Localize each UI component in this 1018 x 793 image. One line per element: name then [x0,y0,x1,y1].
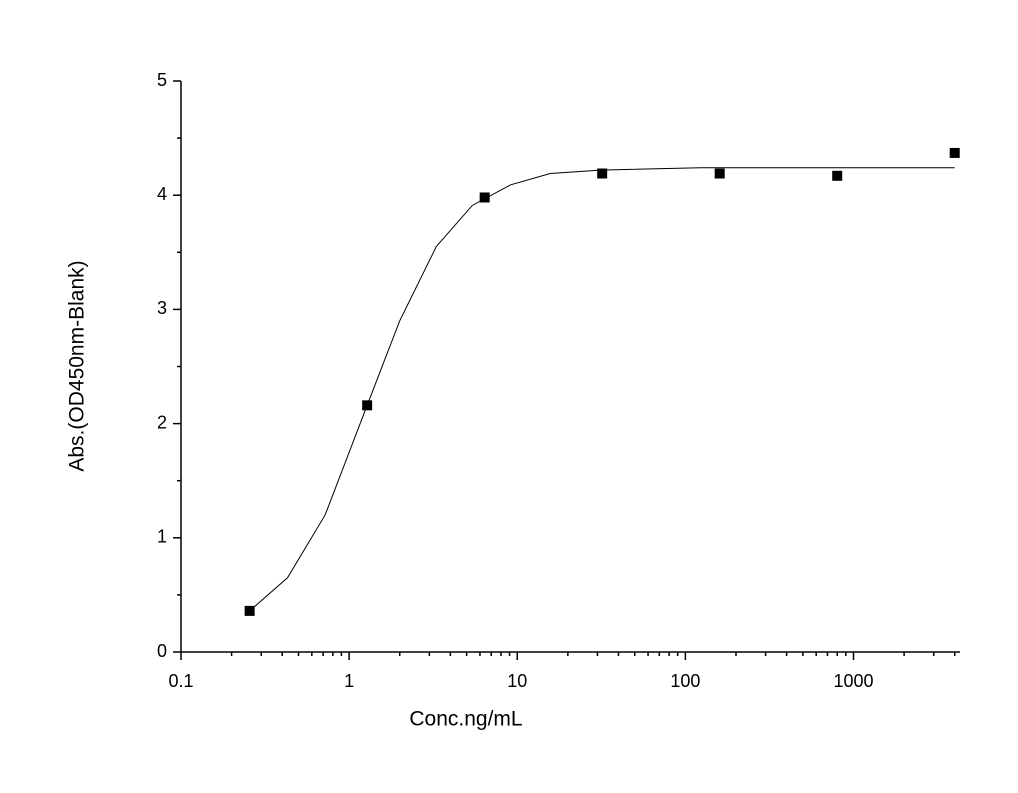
y-tick-label: 4 [157,184,167,204]
data-point [362,400,373,411]
data-point [597,168,608,179]
data-point [714,168,725,179]
x-axis-label: Conc.ng/mL [409,708,522,731]
x-tick-label: 10 [507,671,527,691]
y-tick-label: 3 [157,298,167,318]
data-point [832,170,843,181]
fit-line [249,167,955,612]
x-tick-label: 1000 [833,671,873,691]
y-tick-label: 5 [157,70,167,90]
data-point [479,192,490,203]
data-point [244,605,255,616]
x-tick-label: 0.1 [168,671,193,691]
y-axis-label: Abs.(OD450nm-Blank) [66,260,89,471]
y-tick-label: 2 [157,412,167,432]
x-tick-label: 100 [670,671,700,691]
y-tick-label: 0 [157,641,167,661]
x-tick-label: 1 [344,671,354,691]
data-point [949,147,960,158]
y-tick-label: 1 [157,527,167,547]
